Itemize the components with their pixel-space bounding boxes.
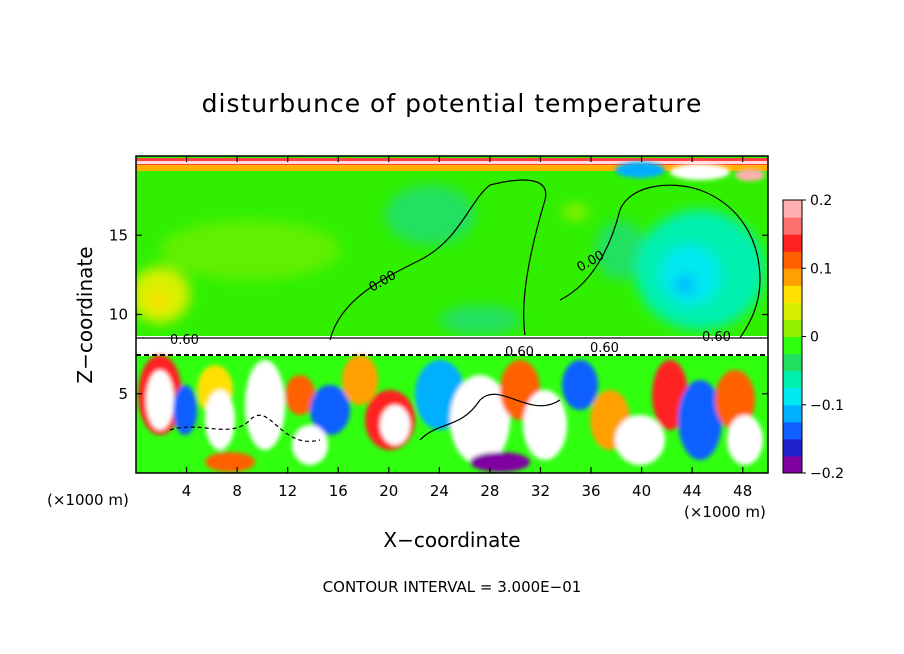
contour-zero-left [329, 179, 547, 341]
field-blob [440, 305, 520, 335]
colorbar-tick-label: −0.2 [810, 466, 844, 482]
x-tick-label: 40 [632, 482, 651, 500]
x-tick-label: 24 [430, 482, 449, 500]
x-tick-label: 8 [232, 482, 242, 500]
x-axis-unit-right: (×1000 m) [684, 503, 766, 521]
turb-blob [146, 370, 174, 430]
colorbar-segment [783, 438, 802, 457]
x-tick-label: 48 [733, 482, 752, 500]
chart-title: disturbunce of potential temperature [202, 89, 703, 118]
turb-blob [245, 360, 285, 450]
top-band-white [136, 161, 768, 164]
turb-blob [562, 360, 598, 410]
x-tick-label: 20 [379, 482, 398, 500]
x-tick-label: 36 [581, 482, 600, 500]
x-tick-label: 28 [480, 482, 499, 500]
contour-lower-b [419, 393, 561, 441]
inversion-band [136, 336, 768, 356]
colorbar-segment [783, 302, 802, 320]
contour-lines [136, 179, 768, 442]
colorbar-segment [783, 421, 802, 440]
y-tick-label: 10 [109, 306, 128, 324]
turb-blob [285, 375, 315, 415]
turb-blob [380, 405, 410, 445]
colorbar-segment [783, 200, 802, 218]
y-axis-ticks: 5 10 15 [109, 226, 768, 403]
colorbar-tick-label: −0.1 [810, 398, 844, 414]
field-blob [563, 204, 587, 220]
colorbar-segment [783, 455, 802, 474]
turb-blob [450, 375, 510, 465]
turb-blob [292, 425, 328, 465]
colorbar [783, 200, 802, 474]
colorbar-segment [783, 353, 802, 372]
x-tick-label: 16 [329, 482, 348, 500]
contour-lower-a [169, 414, 321, 442]
turb-blob [678, 380, 722, 460]
x-tick-label: 44 [683, 482, 702, 500]
turb-blob [205, 390, 235, 450]
field-blob [148, 291, 168, 309]
colorbar-segment [783, 234, 802, 252]
field-blob [660, 245, 720, 305]
colorbar-segment [783, 217, 802, 235]
top-band-blob [615, 162, 665, 178]
field-blob [595, 220, 645, 280]
contour-label: 0.60 [170, 333, 199, 348]
colorbar-segment [783, 387, 802, 406]
colorbar-ticks: 0.2 0.1 0 −0.1 −0.2 [802, 193, 844, 482]
x-tick-label: 12 [278, 482, 297, 500]
contour-label: 0.60 [505, 345, 534, 360]
y-tick-label: 5 [118, 385, 128, 403]
turb-blob [470, 452, 530, 472]
field-blob [385, 185, 475, 245]
turb-blob [727, 415, 763, 465]
y-tick-label: 15 [109, 226, 128, 244]
colorbar-segment [783, 251, 802, 269]
top-band-orange [136, 165, 768, 171]
contour-label: 0.60 [590, 341, 619, 356]
colorbar-tick-label: 0 [810, 330, 819, 346]
colorbar-tick-label: 0.1 [810, 261, 832, 277]
colorbar-segment [783, 285, 802, 303]
contour-label: 0.60 [702, 330, 731, 345]
top-band-blob [735, 169, 765, 181]
turb-blob [615, 415, 665, 465]
colorbar-segment [783, 319, 802, 337]
field-blob [676, 276, 694, 294]
colorbar-segment [783, 404, 802, 423]
contour-interval-note: CONTOUR INTERVAL = 3.000E−01 [323, 578, 582, 596]
colorbar-segment [783, 268, 802, 286]
turb-blob [342, 355, 378, 405]
y-axis-label: Z−coordinate [73, 246, 97, 383]
x-tick-label: 4 [182, 482, 192, 500]
colorbar-segment [783, 370, 802, 389]
x-axis-unit-left: (×1000 m) [47, 491, 129, 509]
top-band-blob [670, 164, 730, 180]
colorbar-tick-label: 0.2 [810, 193, 832, 209]
x-axis-label: X−coordinate [383, 528, 520, 552]
field-blob [160, 220, 340, 280]
colorbar-segment [783, 336, 802, 355]
turb-blob [205, 452, 255, 472]
x-tick-label: 32 [531, 482, 550, 500]
contour-zero-right [559, 184, 761, 339]
turb-blob [310, 385, 350, 435]
turb-blob [523, 390, 567, 460]
x-axis-ticks: 4 8 12 16 20 24 28 32 36 40 44 48 [182, 156, 752, 500]
turb-blob [173, 385, 197, 435]
heatmap-field [136, 156, 768, 473]
